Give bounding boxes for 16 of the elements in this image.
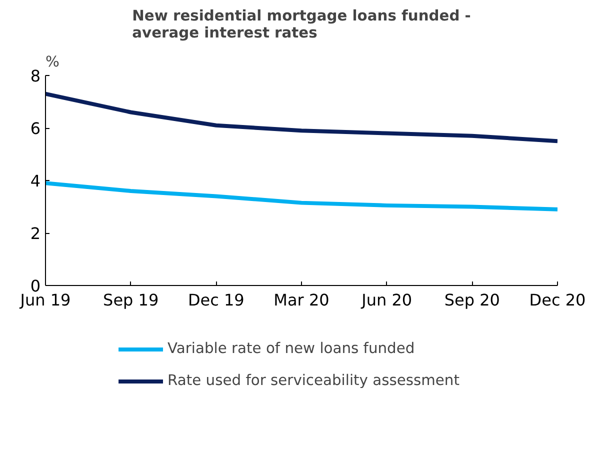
- x-tick-label: Sep 19: [103, 290, 159, 310]
- legend-label: Variable rate of new loans funded: [168, 340, 415, 358]
- y-tick-label: 4: [30, 172, 41, 190]
- x-tick-label: Dec 19: [188, 290, 244, 310]
- y-tick-label: 6: [30, 119, 41, 138]
- legend-label: Rate used for serviceability assessment: [168, 372, 460, 390]
- x-tick-label: Mar 20: [274, 290, 330, 310]
- x-tick-label: Jun 20: [360, 290, 412, 310]
- line-series: [46, 181, 558, 212]
- x-tick-label: Dec 20: [529, 290, 586, 310]
- x-tick-label: Sep 20: [444, 290, 500, 310]
- line-series: [46, 92, 558, 144]
- chart-title: New residential mortgage loans funded - average interest rates: [132, 8, 471, 42]
- y-axis-title: %: [46, 54, 60, 70]
- y-tick-label: 2: [30, 224, 41, 243]
- y-tick-label: 8: [30, 66, 41, 86]
